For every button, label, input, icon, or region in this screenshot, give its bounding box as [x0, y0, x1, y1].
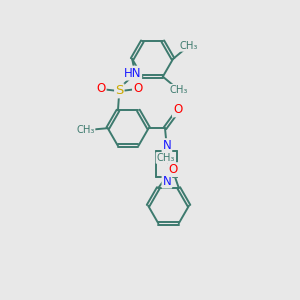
Text: O: O: [173, 103, 182, 116]
Text: CH₃: CH₃: [157, 153, 175, 163]
Text: O: O: [169, 163, 178, 176]
Text: O: O: [133, 82, 142, 94]
Text: N: N: [163, 139, 171, 152]
Text: O: O: [96, 82, 106, 94]
Text: CH₃: CH₃: [180, 41, 198, 51]
Text: HN: HN: [124, 67, 141, 80]
Text: N: N: [163, 175, 171, 188]
Text: S: S: [115, 84, 124, 97]
Text: CH₃: CH₃: [169, 85, 188, 95]
Text: CH₃: CH₃: [76, 125, 94, 135]
